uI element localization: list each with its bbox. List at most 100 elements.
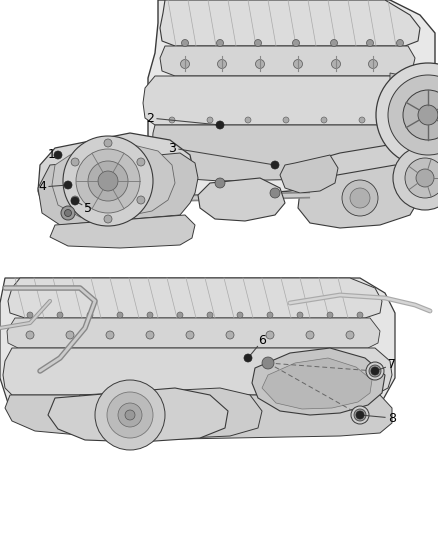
Circle shape	[169, 117, 175, 123]
Polygon shape	[318, 143, 415, 191]
Circle shape	[181, 39, 188, 46]
Circle shape	[418, 105, 438, 125]
Circle shape	[64, 181, 72, 189]
Text: 1: 1	[48, 149, 56, 161]
Circle shape	[342, 180, 378, 216]
Circle shape	[87, 312, 93, 318]
Circle shape	[177, 312, 183, 318]
Circle shape	[146, 331, 154, 339]
Circle shape	[118, 403, 142, 427]
Polygon shape	[0, 278, 395, 436]
Circle shape	[216, 121, 224, 129]
Circle shape	[71, 197, 79, 205]
Polygon shape	[160, 46, 415, 76]
Circle shape	[137, 196, 145, 204]
Circle shape	[63, 136, 153, 226]
Circle shape	[26, 331, 34, 339]
Circle shape	[137, 158, 145, 166]
Circle shape	[71, 196, 79, 204]
Circle shape	[388, 75, 438, 155]
Circle shape	[27, 312, 33, 318]
Text: 6: 6	[258, 335, 266, 348]
Circle shape	[293, 60, 303, 69]
Circle shape	[306, 331, 314, 339]
Circle shape	[350, 188, 370, 208]
Polygon shape	[3, 348, 392, 395]
Circle shape	[207, 117, 213, 123]
Polygon shape	[70, 388, 262, 439]
Circle shape	[186, 331, 194, 339]
Polygon shape	[280, 155, 338, 193]
Polygon shape	[8, 278, 382, 318]
Circle shape	[71, 158, 79, 166]
Polygon shape	[38, 133, 195, 225]
Circle shape	[125, 410, 135, 420]
Circle shape	[88, 161, 128, 201]
Circle shape	[98, 171, 118, 191]
Circle shape	[104, 215, 112, 223]
Circle shape	[244, 354, 252, 362]
Circle shape	[357, 312, 363, 318]
Circle shape	[215, 178, 225, 188]
Circle shape	[106, 331, 114, 339]
Circle shape	[393, 146, 438, 210]
Circle shape	[107, 392, 153, 438]
Circle shape	[262, 357, 274, 369]
Circle shape	[117, 312, 123, 318]
Circle shape	[226, 331, 234, 339]
Polygon shape	[50, 215, 195, 248]
Circle shape	[297, 312, 303, 318]
Circle shape	[321, 117, 327, 123]
Polygon shape	[148, 0, 435, 195]
Circle shape	[245, 117, 251, 123]
Circle shape	[369, 365, 381, 377]
Circle shape	[327, 312, 333, 318]
Circle shape	[376, 63, 438, 167]
Circle shape	[266, 331, 274, 339]
Circle shape	[372, 368, 378, 374]
Circle shape	[346, 331, 354, 339]
Polygon shape	[48, 388, 228, 442]
Circle shape	[368, 60, 378, 69]
Text: 4: 4	[38, 181, 46, 193]
Circle shape	[392, 117, 398, 123]
Circle shape	[76, 149, 140, 213]
Text: 8: 8	[388, 411, 396, 424]
Circle shape	[351, 406, 369, 424]
Circle shape	[57, 312, 63, 318]
Polygon shape	[298, 165, 420, 228]
Circle shape	[405, 158, 438, 198]
Circle shape	[396, 39, 403, 46]
Circle shape	[207, 312, 213, 318]
Circle shape	[416, 169, 434, 187]
Text: 2: 2	[146, 111, 154, 125]
Polygon shape	[198, 178, 285, 221]
Circle shape	[66, 331, 74, 339]
Circle shape	[255, 60, 265, 69]
Circle shape	[237, 312, 243, 318]
Circle shape	[95, 380, 165, 450]
Circle shape	[271, 161, 279, 169]
Circle shape	[331, 39, 338, 46]
Circle shape	[147, 312, 153, 318]
Polygon shape	[390, 73, 428, 101]
Circle shape	[54, 151, 62, 159]
Text: 5: 5	[84, 201, 92, 214]
Polygon shape	[5, 395, 392, 439]
Circle shape	[218, 60, 226, 69]
Polygon shape	[52, 143, 175, 217]
Circle shape	[254, 39, 261, 46]
Circle shape	[216, 39, 223, 46]
Circle shape	[293, 39, 300, 46]
Circle shape	[359, 117, 365, 123]
Polygon shape	[152, 125, 415, 181]
Polygon shape	[38, 153, 198, 225]
Circle shape	[64, 209, 71, 216]
Polygon shape	[160, 0, 420, 46]
Text: 7: 7	[388, 359, 396, 372]
Circle shape	[267, 312, 273, 318]
Polygon shape	[252, 348, 385, 415]
Circle shape	[61, 206, 75, 220]
Circle shape	[367, 39, 374, 46]
Polygon shape	[143, 76, 420, 125]
